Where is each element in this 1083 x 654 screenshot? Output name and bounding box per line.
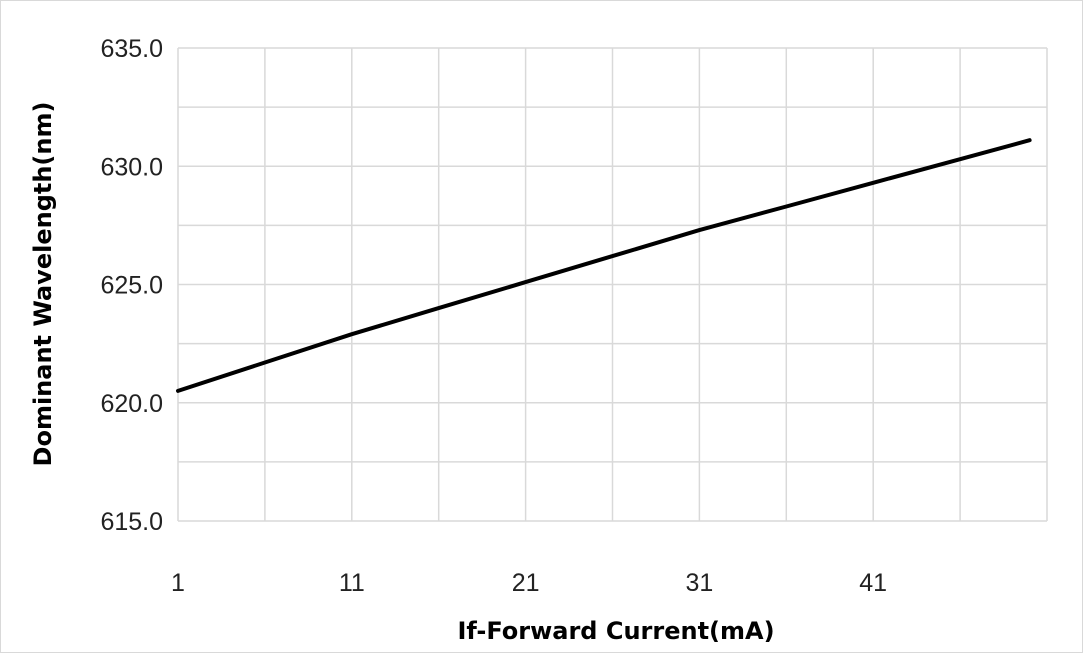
y-tick-label: 620.0 bbox=[100, 390, 163, 418]
series-layer bbox=[176, 138, 1032, 393]
y-tick-label: 625.0 bbox=[100, 272, 163, 300]
x-tick-label: 11 bbox=[339, 569, 365, 597]
y-axis-ticks: 615.0 620.0 625.0 630.0 635.0 bbox=[100, 35, 163, 536]
series-line bbox=[176, 138, 1032, 393]
x-tick-label: 21 bbox=[512, 569, 540, 597]
y-tick-label: 615.0 bbox=[100, 508, 163, 536]
y-axis-title: Dominant Wavelength(nm) bbox=[29, 102, 57, 467]
x-tick-label: 1 bbox=[171, 569, 185, 597]
y-tick-label: 630.0 bbox=[100, 153, 163, 181]
grid bbox=[177, 47, 1048, 522]
x-tick-label: 41 bbox=[859, 569, 887, 597]
y-tick-label: 635.0 bbox=[100, 35, 163, 63]
x-axis-ticks: 1 11 21 31 41 bbox=[171, 569, 887, 597]
x-tick-label: 31 bbox=[685, 569, 713, 597]
x-axis-title: If-Forward Current(mA) bbox=[457, 617, 774, 645]
